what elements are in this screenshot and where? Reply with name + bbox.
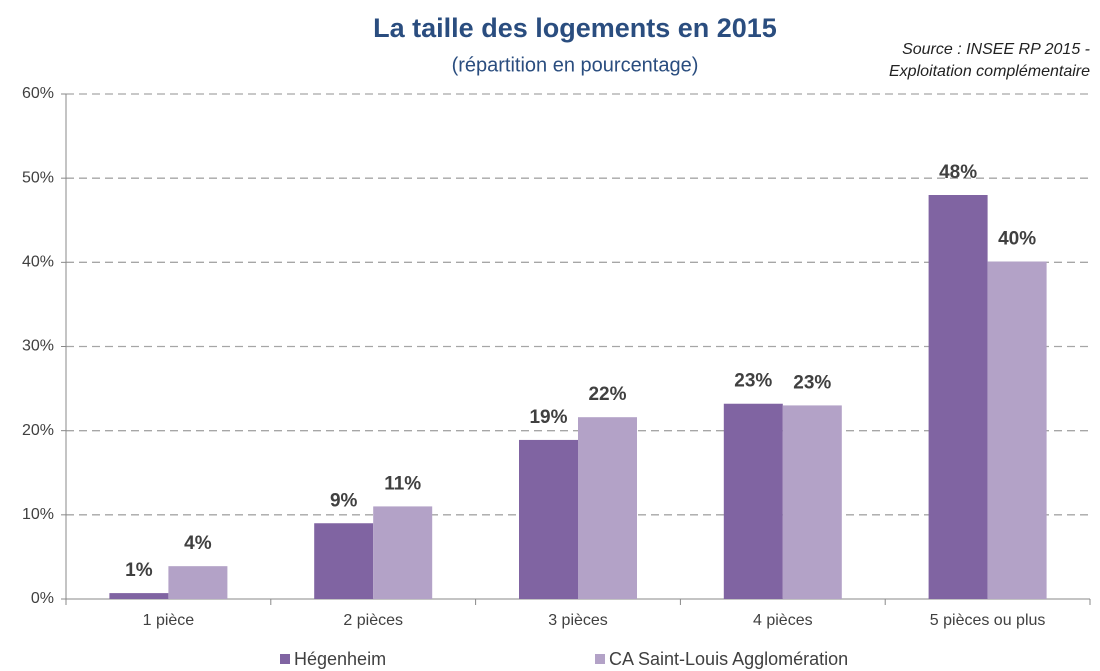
data-label: 23% xyxy=(734,371,772,392)
bar xyxy=(782,405,842,599)
x-tick-label: 3 pièces xyxy=(548,612,608,629)
bar xyxy=(373,506,433,599)
y-tick-label: 20% xyxy=(22,422,54,439)
y-tick-label: 0% xyxy=(31,590,54,607)
data-label: 1% xyxy=(125,560,153,581)
x-tick-label: 5 pièces ou plus xyxy=(930,612,1046,629)
source-note: Source : INSEE RP 2015 - xyxy=(902,41,1090,58)
data-label: 4% xyxy=(184,533,212,554)
data-label: 11% xyxy=(384,473,421,494)
bar xyxy=(578,417,637,599)
data-label: 19% xyxy=(529,407,567,428)
bar xyxy=(987,261,1047,599)
y-tick-label: 50% xyxy=(22,169,54,186)
data-label: 23% xyxy=(793,372,831,393)
bar xyxy=(314,523,374,599)
legend-swatch xyxy=(280,654,290,664)
y-tick-label: 10% xyxy=(22,506,54,523)
x-tick-label: 2 pièces xyxy=(343,612,403,629)
legend-label: Hégenheim xyxy=(294,649,386,669)
y-tick-label: 40% xyxy=(22,254,54,271)
data-label: 48% xyxy=(939,162,977,183)
y-tick-label: 60% xyxy=(22,85,54,102)
data-label: 40% xyxy=(998,229,1036,250)
legend-swatch xyxy=(595,654,605,664)
legend-label: CA Saint-Louis Agglomération xyxy=(609,649,848,669)
source-note: Exploitation complémentaire xyxy=(889,63,1090,80)
x-tick-label: 1 pièce xyxy=(143,612,195,629)
bar xyxy=(109,593,169,599)
data-label: 9% xyxy=(330,490,358,511)
x-tick-label: 4 pièces xyxy=(753,612,813,629)
bar xyxy=(928,195,988,599)
bar xyxy=(168,566,228,599)
bar xyxy=(723,403,783,599)
chart-title: La taille des logements en 2015 xyxy=(373,13,777,43)
data-label: 22% xyxy=(588,384,626,405)
chart-subtitle: (répartition en pourcentage) xyxy=(452,54,699,76)
y-tick-label: 30% xyxy=(22,338,54,355)
bar xyxy=(519,439,578,599)
